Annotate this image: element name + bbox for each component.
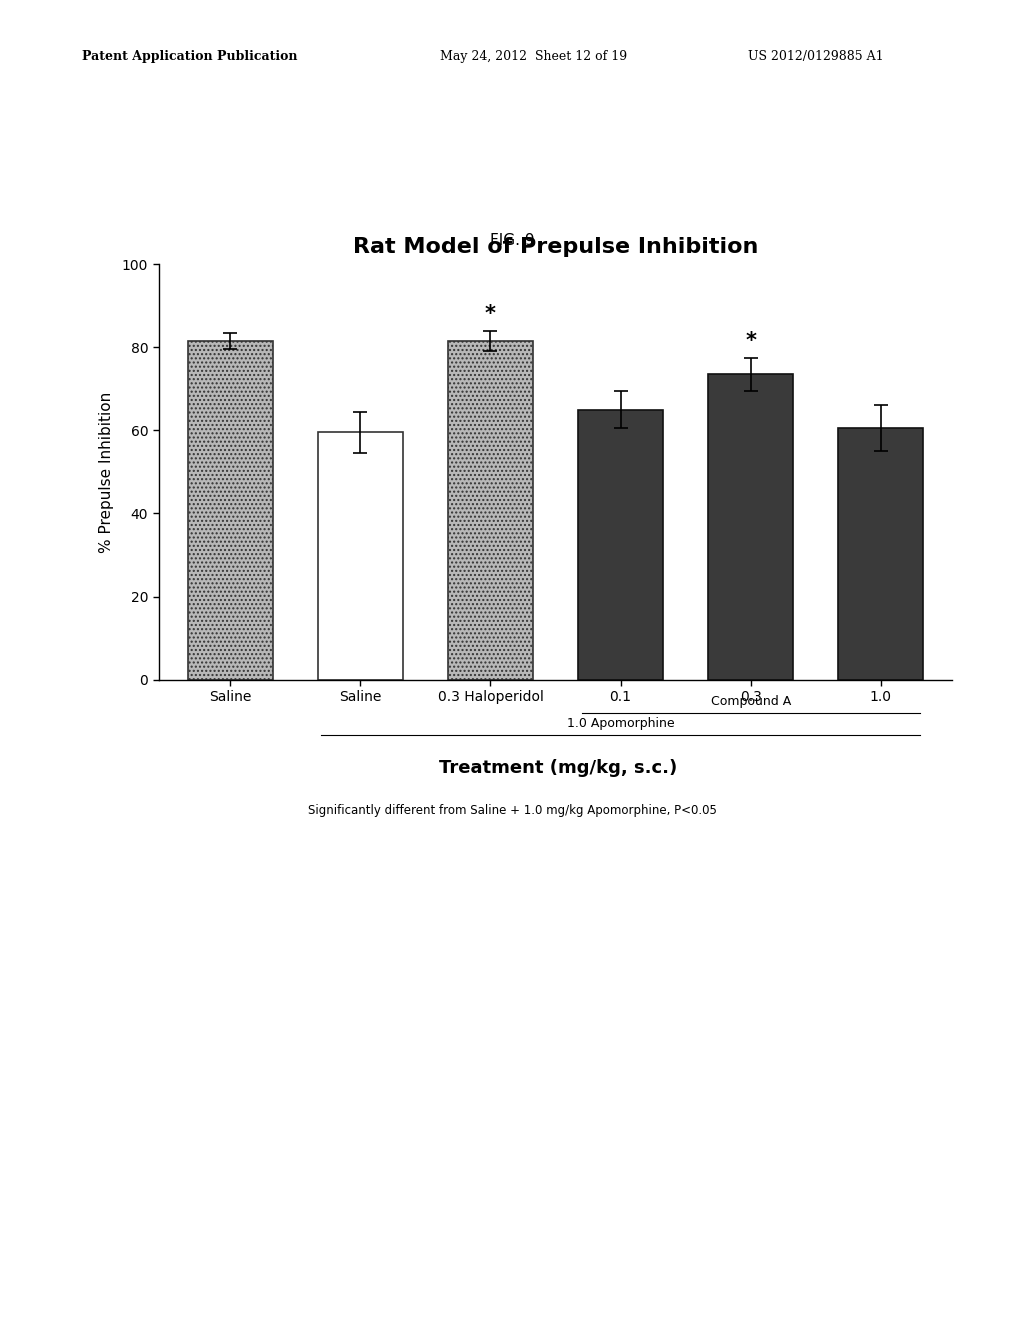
Text: Patent Application Publication: Patent Application Publication	[82, 50, 297, 63]
Text: *: *	[745, 331, 756, 351]
Bar	[188, 341, 272, 680]
Text: Treatment (mg/kg, s.c.): Treatment (mg/kg, s.c.)	[439, 759, 677, 777]
Text: Compound A: Compound A	[711, 694, 791, 708]
Text: May 24, 2012  Sheet 12 of 19: May 24, 2012 Sheet 12 of 19	[440, 50, 628, 63]
Bar	[839, 428, 923, 680]
Bar	[709, 374, 793, 680]
Bar	[318, 433, 402, 680]
Bar	[579, 409, 663, 680]
Bar	[449, 341, 532, 680]
Y-axis label: % Prepulse Inhibition: % Prepulse Inhibition	[98, 391, 114, 553]
Text: Significantly different from Saline + 1.0 mg/kg Apomorphine, P<0.05: Significantly different from Saline + 1.…	[307, 804, 717, 817]
Text: 1.0 Apomorphine: 1.0 Apomorphine	[566, 717, 675, 730]
Text: *: *	[485, 305, 496, 325]
Text: FIG. 9: FIG. 9	[489, 234, 535, 248]
Title: Rat Model of Prepulse Inhibition: Rat Model of Prepulse Inhibition	[353, 236, 758, 257]
Text: US 2012/0129885 A1: US 2012/0129885 A1	[748, 50, 883, 63]
